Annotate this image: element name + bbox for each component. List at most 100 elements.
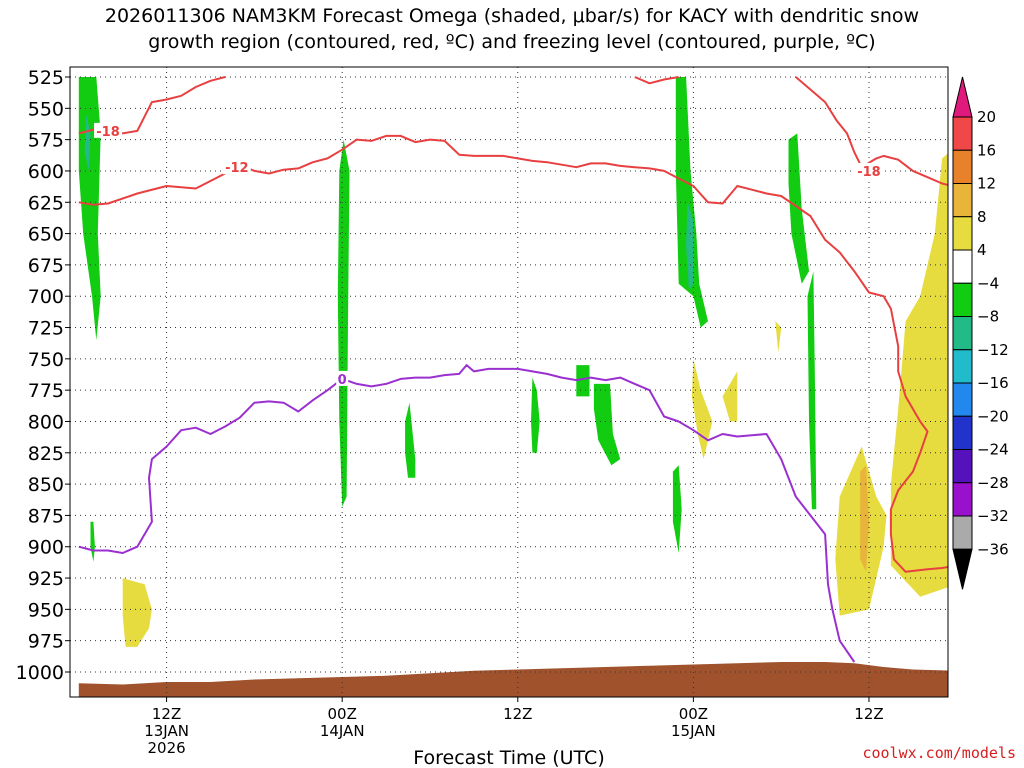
colorbar-label: 12 [977,175,996,193]
x-tick-label: 15JAN [671,722,716,740]
omega-region-1 [84,114,91,171]
colorbar-swatch [952,316,973,351]
x-tick-label: 12Z [854,705,883,723]
y-tick-label: 525 [28,67,64,89]
plot-frame [69,66,949,698]
colorbar-swatch [952,515,973,550]
colorbar-swatch [952,449,973,484]
dgz-contour-2 [634,76,679,85]
colorbar-label: 8 [977,208,987,226]
colorbar-swatch [952,349,973,384]
omega-region-8 [675,77,708,328]
omega-region-7 [593,383,621,466]
omega-region-3 [337,139,350,507]
y-tick-label: 975 [28,631,64,653]
omega-region-14 [691,358,713,460]
y-tick-label: 725 [28,318,64,340]
omega-region-4 [405,402,416,478]
omega-shading [78,77,948,647]
x-tick-label: 00Z [679,705,708,723]
colorbar-swatch [952,282,973,317]
terrain-layer [78,662,948,697]
freezing-level-label-bg [336,370,349,386]
dgz-contour-3 [795,76,948,187]
colorbar-label: −20 [977,407,1009,425]
colorbar-swatch [952,116,973,151]
colorbar-label: 20 [977,108,996,126]
colorbar-swatch [952,149,973,184]
x-tick-label: 00Z [327,705,356,723]
plot-background [70,67,948,697]
freezing-level-contour-label: 0 [338,373,347,388]
colorbar-label: 16 [977,141,996,159]
colorbar-label: −8 [977,308,999,326]
y-tick-label: 675 [28,255,64,277]
y-tick-label: 850 [28,474,64,496]
omega-region-19 [860,465,869,572]
y-tick-label: 825 [28,443,64,465]
x-axis-label: Forecast Time (UTC) [413,747,604,768]
colorbar-swatch [952,249,973,284]
colorbar-label: −36 [977,540,1009,558]
omega-region-0 [78,77,101,341]
credit-link[interactable]: coolwx.com/models [862,744,1016,762]
y-tick-label: 900 [28,537,64,559]
dgz-label-bg [222,159,251,175]
y-tick-label: 950 [28,599,64,621]
colorbar-swatch [952,482,973,517]
y-tick-label: 600 [28,161,64,183]
y-tick-label: 550 [28,98,64,120]
chart-title-line1: 2026011306 NAM3KM Forecast Omega (shaded… [104,5,920,27]
colorbar-label: −24 [977,441,1009,459]
colorbar-swatch [952,415,973,450]
terrain [78,662,948,697]
omega-region-13 [122,578,152,647]
colorbar-bottom-arrow [952,548,973,590]
x-tick-label: 2026 [147,739,185,757]
contour-labels: -18 -12 -18 0 [94,122,883,388]
colorbar-label: −12 [977,341,1009,359]
colorbar-label: −4 [977,274,999,292]
dgz-contour-1 [78,134,948,573]
colorbar-swatch [952,382,973,417]
omega-region-2 [90,521,95,562]
y-tick-label: 875 [28,505,64,527]
colorbar-swatch [952,216,973,251]
colorbar-label: −16 [977,374,1009,392]
dgz-label-bg [94,122,123,138]
y-tick-label: 925 [28,568,64,590]
freezing-level-contour-0 [78,364,856,663]
x-tick-label: 13JAN [144,722,189,740]
omega-region-18 [890,153,948,597]
dgz-label-bg [854,162,883,178]
colorbar-label: −28 [977,474,1009,492]
x-tick-label: 12Z [503,705,532,723]
y-tick-label: 650 [28,224,64,246]
y-tick-label: 750 [28,349,64,371]
omega-region-15 [722,371,738,422]
y-tick-label: 775 [28,380,64,402]
omega-region-9 [686,202,694,290]
omega-region-10 [672,465,682,553]
x-tick-label: 14JAN [320,722,365,740]
colorbar-top-arrow [952,76,973,118]
colorbar-swatch [952,183,973,218]
dgz-contour-label: -18 [96,125,120,140]
x-tick-label: 12Z [152,705,181,723]
omega-region-12 [807,271,817,510]
y-axis: 525 550 575 600 625 650 675 700 725 750 775 800 825 8… [16,67,70,684]
omega-region-5 [531,377,540,453]
dgz-contour-label: -18 [857,165,881,180]
omega-region-16 [775,321,782,353]
colorbar-label: −32 [977,507,1009,525]
y-tick-label: 800 [28,411,64,433]
y-tick-label: 1000 [16,662,64,684]
omega-region-6 [576,365,590,397]
colorbar: 20 16 12 8 4 −4 −8 −12 −16 −20 −24 −28 −32 −36 [952,76,1009,590]
chart-title-line2: growth region (contoured, red, ºC) and f… [148,31,876,53]
dgz-contour-label: -12 [225,161,249,176]
y-tick-label: 700 [28,286,64,308]
y-tick-label: 575 [28,130,64,152]
